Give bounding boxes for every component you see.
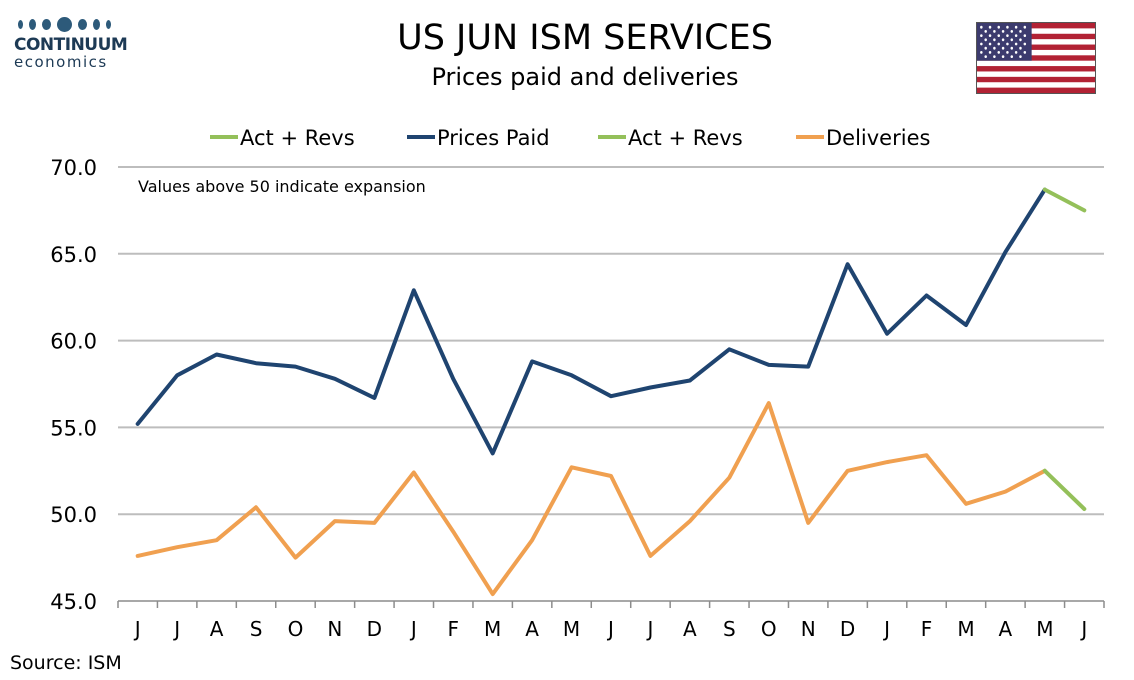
x-tick-label: M: [563, 617, 580, 641]
x-tick-label: S: [250, 617, 263, 641]
x-tick-label: A: [999, 617, 1013, 641]
x-tick-label: D: [367, 617, 382, 641]
logo-brand: CONTINUUM: [14, 35, 128, 55]
act-revs-line: [1042, 468, 1087, 511]
x-tick-label: O: [288, 617, 304, 641]
x-tick-label: J: [133, 617, 141, 641]
x-tick-label: J: [606, 617, 614, 641]
y-tick-label: 60.0: [50, 330, 97, 354]
x-tick-label: J: [172, 617, 180, 641]
source-note: Source: ISM: [10, 652, 122, 674]
y-tick-label: 70.0: [50, 156, 97, 180]
y-tick-label: 55.0: [50, 416, 97, 440]
x-tick-label: F: [447, 617, 459, 641]
x-tick-label: A: [210, 617, 224, 641]
chart-annotation: Values above 50 indicate expansion: [138, 177, 426, 196]
prices-paid-line: [135, 187, 1047, 456]
y-tick-label: 50.0: [50, 503, 97, 527]
x-tick-label: A: [525, 617, 539, 641]
x-tick-label: J: [409, 617, 417, 641]
x-tick-label: J: [1079, 617, 1087, 641]
logo-sub: economics: [14, 53, 108, 71]
y-tick-label: 45.0: [50, 590, 97, 614]
x-tick-label: A: [683, 617, 697, 641]
chart-title: US JUN ISM SERVICES: [397, 18, 773, 58]
continuum-logo: CONTINUUM economics: [14, 14, 134, 71]
x-tick-label: F: [921, 617, 933, 641]
x-tick-label: O: [761, 617, 777, 641]
legend-label: Deliveries: [826, 126, 930, 150]
x-tick-label: D: [840, 617, 855, 641]
x-tick-label: M: [484, 617, 501, 641]
y-tick-label: 65.0: [50, 243, 97, 267]
x-tick-label: J: [882, 617, 890, 641]
x-tick-label: J: [645, 617, 653, 641]
x-tick-label: N: [801, 617, 816, 641]
x-tick-label: S: [723, 617, 736, 641]
x-tick-label: N: [327, 617, 342, 641]
x-tick-label: M: [1036, 617, 1053, 641]
legend-label: Act + Revs: [628, 126, 743, 150]
legend-label: Prices Paid: [437, 126, 550, 150]
deliveries-line: [135, 401, 1047, 597]
legend-label: Act + Revs: [240, 126, 355, 150]
x-tick-label: M: [957, 617, 974, 641]
logo-dots-icon: [18, 14, 134, 34]
act-revs-line: [1042, 187, 1087, 213]
chart-subtitle: Prices paid and deliveries: [431, 63, 739, 91]
us-flag-icon: [976, 22, 1096, 94]
